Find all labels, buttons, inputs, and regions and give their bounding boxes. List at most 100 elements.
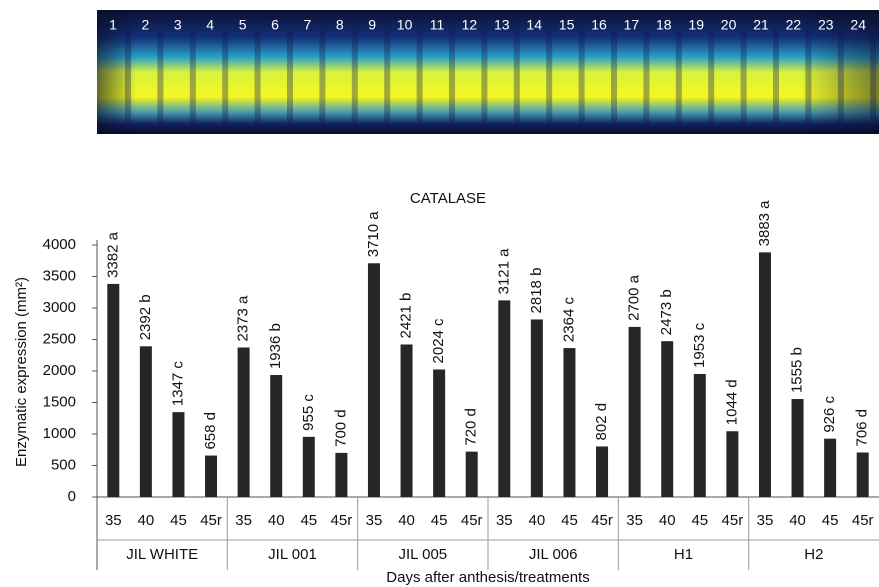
lane-label: 10	[397, 17, 413, 33]
y-tick-label: 1500	[43, 393, 76, 410]
value-label: 1347 c	[169, 361, 186, 407]
gel-lane-gap	[125, 30, 131, 125]
value-label: 2421 b	[398, 293, 415, 339]
x-tick-label: 45	[822, 512, 839, 529]
lane-label: 23	[818, 17, 834, 33]
bar	[107, 283, 120, 497]
y-tick-label: 0	[68, 488, 76, 505]
lane-label: 4	[206, 17, 214, 33]
x-tick-label: 45r	[852, 512, 874, 529]
bar	[498, 300, 511, 497]
lane-label: 1	[109, 17, 117, 33]
value-label: 2818 b	[528, 268, 545, 314]
value-label: 2364 c	[560, 297, 577, 343]
x-tick-label: 40	[268, 512, 285, 529]
bar	[856, 452, 869, 497]
bar	[139, 346, 152, 497]
bar	[302, 436, 315, 497]
x-tick-label: 45	[561, 512, 578, 529]
gel-lane-gap	[254, 30, 261, 125]
gel-lane-gap	[578, 30, 585, 125]
bar	[693, 373, 706, 497]
x-axis-label: Days after anthesis/treatments	[386, 569, 589, 586]
value-label: 1044 d	[723, 379, 740, 425]
value-label: 2700 a	[626, 274, 643, 321]
gel-lane-gap	[481, 30, 488, 125]
lane-label: 17	[624, 17, 640, 33]
y-tick-label: 500	[51, 456, 76, 473]
gel-lane-gap	[319, 30, 326, 125]
lane-label: 14	[526, 17, 542, 33]
bar	[530, 319, 543, 497]
lane-label: 22	[786, 17, 802, 33]
gel-lane-gap	[513, 30, 520, 125]
value-label: 720 d	[463, 408, 480, 446]
x-tick-label: 35	[757, 512, 774, 529]
x-tick-label: 35	[366, 512, 383, 529]
gel-lane-gap	[222, 30, 229, 125]
y-tick-label: 4000	[43, 236, 76, 253]
lane-label: 3	[174, 17, 182, 33]
value-label: 2392 b	[137, 294, 154, 340]
x-tick-label: 40	[659, 512, 676, 529]
x-tick-label: 45r	[331, 512, 353, 529]
gel-shade	[97, 10, 879, 134]
value-label: 3382 a	[104, 231, 121, 278]
bar	[824, 438, 837, 497]
bar	[335, 452, 348, 497]
x-tick-label: 35	[496, 512, 513, 529]
lane-label: 18	[656, 17, 672, 33]
bar	[237, 347, 250, 497]
lane-label: 11	[430, 17, 445, 33]
y-tick-label: 3500	[43, 267, 76, 284]
bar	[563, 348, 576, 497]
x-tick-label: 45r	[461, 512, 483, 529]
bar	[172, 412, 185, 497]
bar	[758, 252, 771, 497]
x-tick-label: 45r	[591, 512, 613, 529]
lane-label: 24	[850, 17, 866, 33]
gel-lane-gap	[870, 30, 877, 125]
group-label: JIL WHITE	[126, 546, 198, 563]
bar	[400, 344, 413, 497]
gel-lane-gap	[157, 30, 164, 125]
gel-lane-gap	[643, 30, 650, 125]
gel-lane-gap	[805, 30, 812, 125]
bar	[367, 263, 380, 497]
gel-image	[97, 10, 879, 134]
lane-label: 12	[462, 17, 478, 33]
lane-label: 2	[142, 17, 150, 33]
group-label: JIL 001	[268, 546, 317, 563]
x-tick-label: 45	[300, 512, 317, 529]
value-label: 706 d	[854, 409, 871, 447]
lane-label: 13	[494, 17, 510, 33]
group-label: H1	[674, 546, 693, 563]
value-label: 802 d	[593, 403, 610, 441]
bar	[205, 455, 218, 497]
value-label: 1953 c	[691, 322, 708, 368]
lane-label: 21	[753, 17, 769, 33]
group-label: JIL 006	[529, 546, 578, 563]
bar	[465, 451, 478, 497]
x-tick-label: 45r	[200, 512, 222, 529]
lane-label: 15	[559, 17, 575, 33]
x-tick-label: 35	[626, 512, 643, 529]
gel-lane-gap	[773, 30, 779, 125]
group-label: JIL 005	[399, 546, 448, 563]
y-tick-label: 3000	[43, 299, 76, 316]
x-tick-label: 45	[170, 512, 187, 529]
value-label: 926 c	[821, 395, 838, 432]
value-label: 3883 a	[756, 200, 773, 247]
gel-lane-gap	[189, 30, 196, 125]
x-tick-label: 45	[691, 512, 708, 529]
lane-label: 8	[336, 17, 344, 33]
value-label: 955 c	[300, 394, 317, 431]
value-label: 1555 b	[789, 347, 806, 393]
x-tick-label: 40	[529, 512, 546, 529]
lane-label: 16	[591, 17, 607, 33]
x-tick-label: 40	[398, 512, 415, 529]
bar	[661, 341, 674, 497]
bar	[791, 399, 804, 497]
